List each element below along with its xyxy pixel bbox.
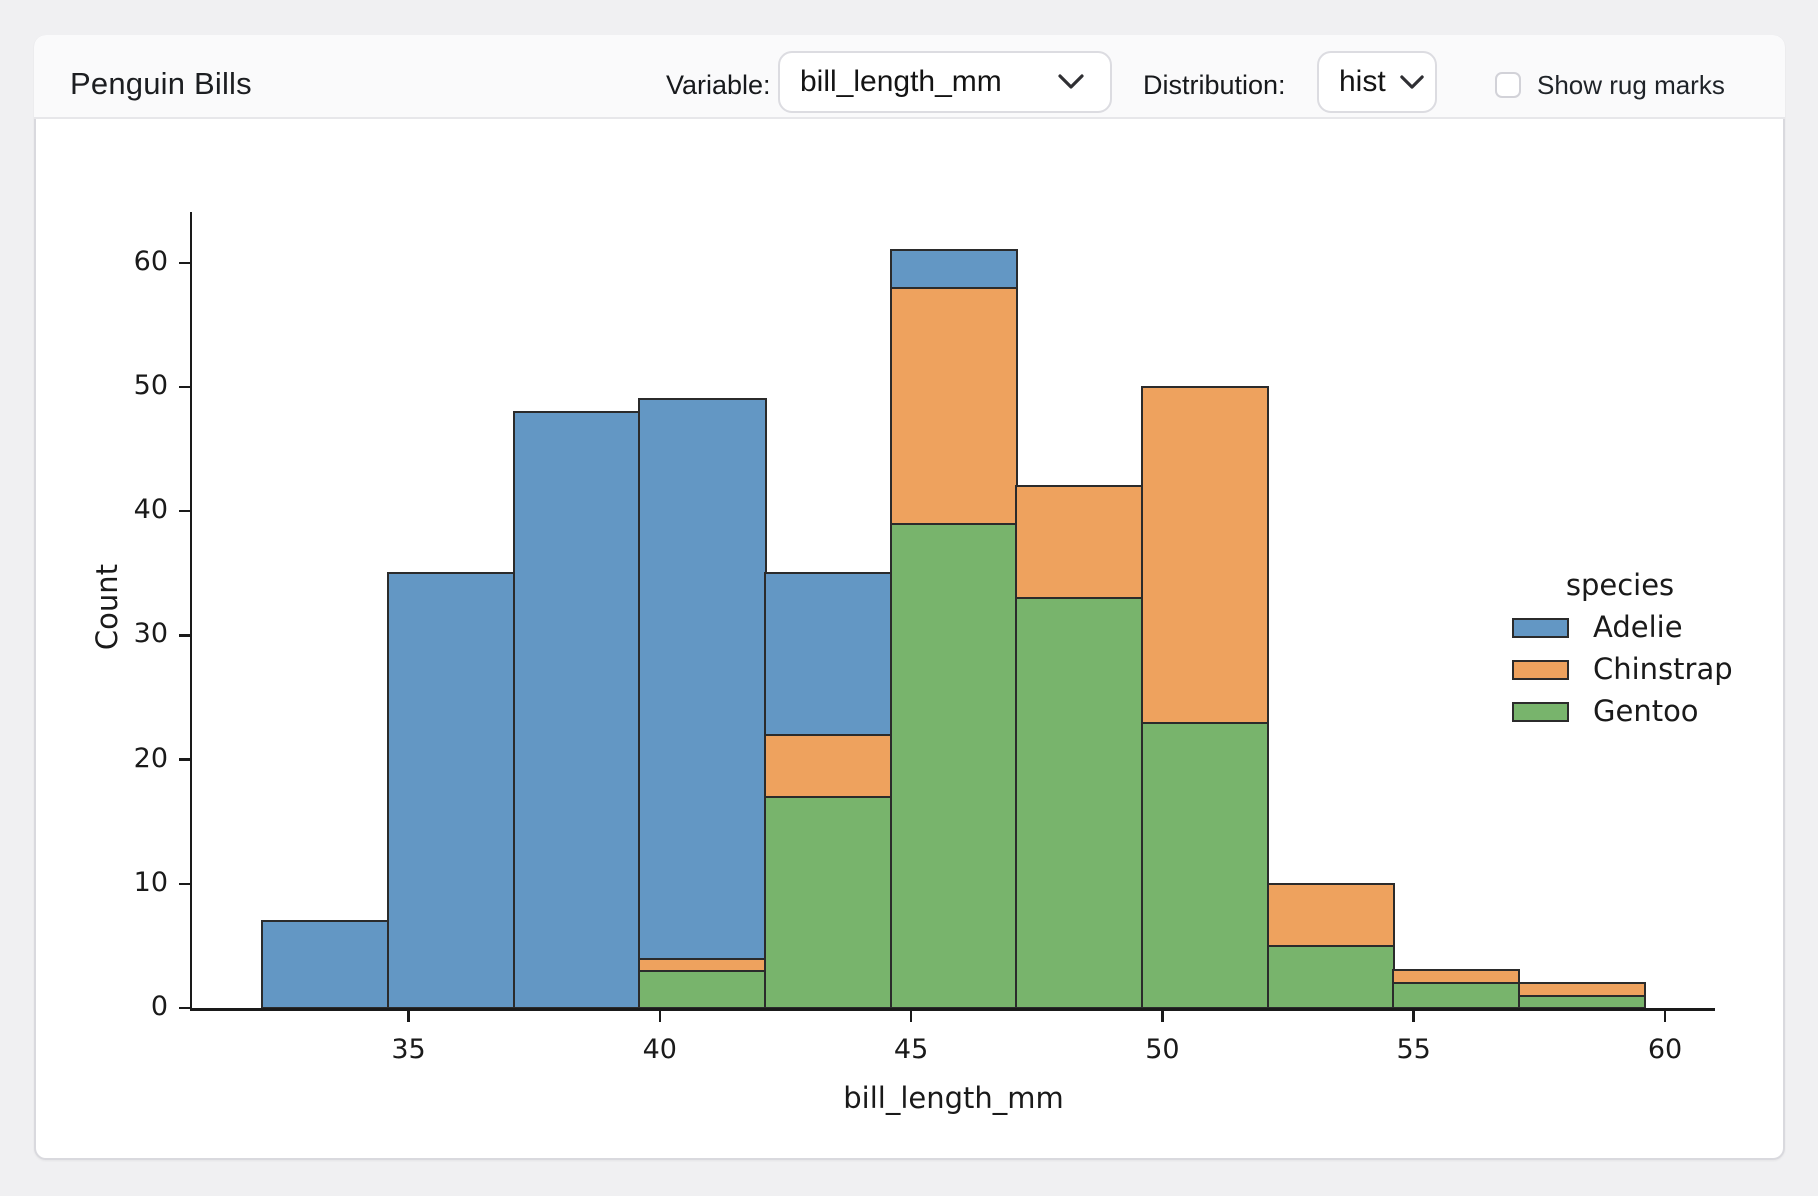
y-axis-title: Count — [90, 563, 124, 651]
variable-select-value: bill_length_mm — [800, 65, 1002, 98]
y-tick — [178, 261, 190, 265]
y-tick-label: 30 — [133, 618, 168, 650]
x-tick-label: 60 — [1647, 1034, 1683, 1065]
legend-swatch-adelie — [1512, 618, 1569, 638]
bar-segment-gentoo-bin6 — [1015, 596, 1144, 1010]
y-tick — [178, 509, 190, 513]
x-tick — [909, 1010, 913, 1022]
distribution-select[interactable]: hist — [1317, 51, 1437, 113]
bar-segment-chinstrap-bin10 — [1517, 981, 1647, 997]
bar-segment-chinstrap-bin8 — [1266, 882, 1395, 948]
legend-label-adelie: Adelie — [1593, 610, 1683, 644]
bar-segment-gentoo-bin7 — [1141, 721, 1270, 1010]
legend-label-chinstrap: Chinstrap — [1593, 652, 1733, 686]
y-tick-label: 50 — [133, 370, 168, 401]
y-tick — [178, 758, 190, 761]
legend-title: species — [1565, 568, 1675, 602]
x-tick — [407, 1010, 410, 1022]
x-axis-title: bill_length_mm — [843, 1081, 1064, 1115]
page-title: Penguin Bills — [70, 66, 252, 101]
legend-swatch-gentoo — [1512, 702, 1569, 722]
x-tick — [1663, 1010, 1667, 1022]
x-tick — [1412, 1010, 1415, 1022]
x-tick-label: 45 — [893, 1034, 929, 1065]
show-rug-marks-label: Show rug marks — [1537, 70, 1725, 100]
distribution-select-value: hist — [1339, 65, 1386, 98]
x-tick-label: 50 — [1145, 1034, 1180, 1065]
y-tick-label: 10 — [133, 866, 168, 898]
y-tick — [178, 385, 190, 389]
bar-segment-gentoo-bin8 — [1266, 944, 1395, 1010]
bar-segment-adelie-bin1 — [387, 572, 516, 1010]
bar-segment-adelie-bin4 — [764, 572, 893, 736]
bar-segment-chinstrap-bin7 — [1141, 385, 1270, 724]
x-tick — [1161, 1010, 1164, 1022]
bar-segment-adelie-bin2 — [512, 410, 641, 1010]
show-rug-marks-checkbox[interactable] — [1495, 72, 1521, 98]
y-axis-spine — [189, 212, 192, 1011]
bar-segment-adelie-bin3 — [638, 398, 767, 960]
y-tick-label: 40 — [133, 494, 168, 526]
y-tick-label: 0 — [150, 991, 168, 1022]
y-tick-label: 60 — [133, 245, 168, 277]
legend-label-gentoo: Gentoo — [1593, 694, 1699, 728]
bar-segment-adelie-bin0 — [261, 919, 390, 1010]
variable-label: Variable: — [666, 70, 771, 100]
variable-select[interactable]: bill_length_mm — [778, 51, 1112, 113]
bar-segment-gentoo-bin4 — [764, 795, 893, 1010]
bar-segment-chinstrap-bin9 — [1392, 969, 1521, 985]
x-tick-label: 55 — [1396, 1034, 1431, 1065]
x-tick-label: 40 — [642, 1034, 677, 1065]
bar-segment-chinstrap-bin5 — [889, 286, 1018, 525]
bar-segment-gentoo-bin3 — [638, 969, 767, 1010]
bar-segment-gentoo-bin9 — [1392, 981, 1521, 1010]
legend-swatch-chinstrap — [1512, 660, 1569, 680]
bar-segment-adelie-bin5 — [889, 249, 1018, 289]
y-tick — [178, 634, 190, 637]
x-tick — [658, 1010, 662, 1022]
bar-segment-chinstrap-bin4 — [764, 733, 893, 799]
bar-segment-chinstrap-bin6 — [1015, 485, 1144, 600]
x-tick-label: 35 — [391, 1034, 426, 1065]
x-axis-spine — [189, 1008, 1715, 1011]
y-tick — [178, 882, 190, 886]
chevron-down-icon — [1399, 74, 1424, 89]
distribution-label: Distribution: — [1143, 70, 1286, 100]
bar-segment-gentoo-bin5 — [889, 522, 1018, 1010]
chevron-down-icon — [1058, 74, 1084, 89]
y-tick-label: 20 — [133, 742, 168, 774]
y-tick — [178, 1006, 190, 1010]
